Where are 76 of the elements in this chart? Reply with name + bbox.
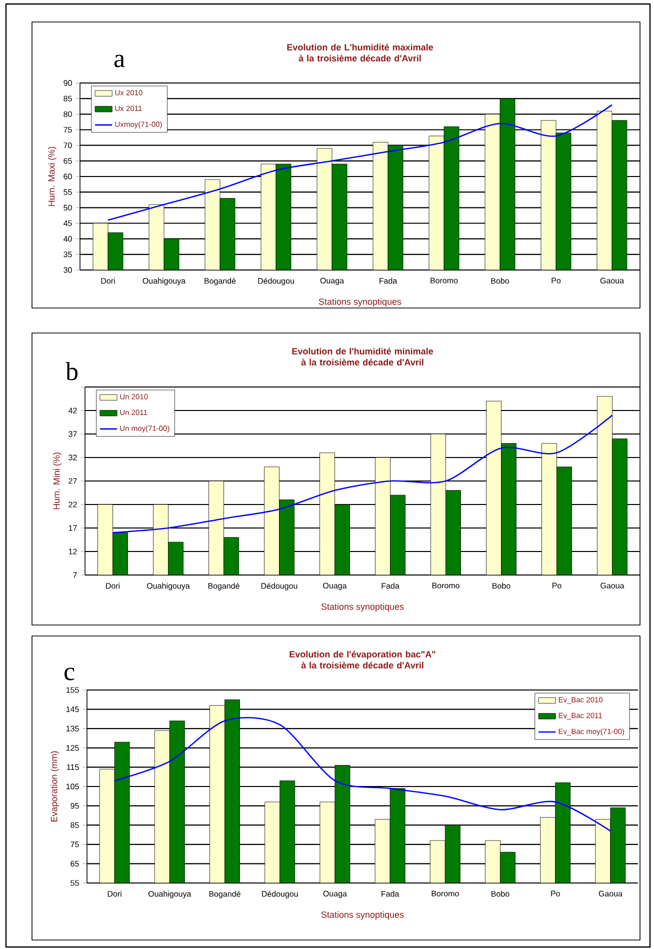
x-tick-label: Dédougou: [262, 890, 298, 898]
x-tick-label: Dédougou: [261, 582, 298, 590]
y-tick-label: 27: [68, 478, 77, 484]
line-series: [107, 104, 613, 221]
y-tick-label: 65: [70, 860, 79, 867]
y-tick-label: 75: [70, 842, 79, 848]
y-tick-label: 115: [67, 764, 79, 770]
x-axis-title: Stations synoptiques: [321, 911, 404, 920]
x-tick-label: Bobo: [492, 890, 510, 897]
y-tick-label: 22: [68, 502, 77, 508]
y-tick-label: 85: [70, 822, 79, 828]
x-tick-label: Gaoua: [600, 278, 624, 284]
x-tick-label: Fada: [382, 582, 400, 589]
y-tick-label: 17: [68, 525, 77, 531]
x-tick-label: Dori: [106, 582, 120, 589]
y-axis-title: Hum. Mini (%): [53, 452, 62, 510]
y-tick-label: 35: [64, 252, 72, 258]
x-tick-label: Ouaga: [320, 278, 344, 286]
y-tick-label: 7: [73, 572, 77, 578]
x-axis-title: Stations synoptiques: [318, 298, 402, 307]
x-tick-label: Dori: [101, 278, 115, 284]
x-tick-label: Po: [551, 890, 560, 896]
x-tick-label: Bobo: [491, 278, 509, 284]
y-tick-label: 60: [64, 174, 72, 180]
x-tick-label: Boromo: [432, 582, 460, 588]
y-tick-label: 42: [68, 408, 77, 414]
y-tick-label: 32: [68, 454, 77, 460]
y-tick-label: 37: [68, 431, 77, 437]
x-tick-label: Bogandé: [204, 278, 236, 286]
y-tick-label: 90: [64, 80, 72, 86]
text: a: [114, 54, 125, 68]
x-tick-label: Bogandé: [209, 890, 240, 898]
text: b: [66, 362, 78, 380]
y-tick-label: 80: [64, 111, 72, 117]
x-tick-label: Ouahigouya: [148, 890, 192, 898]
y-tick-label: 45: [63, 220, 72, 226]
x-tick-label: Dori: [108, 890, 122, 897]
y-tick-label: 50: [64, 204, 72, 210]
x-tick-label: Boromo: [432, 890, 459, 896]
chart-title: Evolution de l'humidité minimale à la troisième décade d'Avril: [292, 348, 434, 366]
x-tick-label: Po: [552, 582, 562, 588]
y-tick-label: 40: [63, 236, 72, 242]
x-tick-label: Po: [552, 278, 561, 284]
y-tick-label: 85: [64, 96, 72, 102]
y-tick-label: 125: [66, 745, 79, 751]
x-tick-label: Ouahigouya: [147, 582, 190, 590]
y-axis-title: Hum. Maxi (%): [48, 146, 56, 206]
y-tick-label: 135: [66, 726, 79, 732]
x-tick-label: Gaoua: [598, 890, 622, 896]
y-tick-label: 65: [64, 158, 72, 164]
y-tick-label: 155: [66, 687, 79, 693]
x-axis-title: Stations synoptiques: [321, 603, 404, 612]
x-tick-label: Fada: [380, 278, 398, 284]
x-tick-label: Ouahigouya: [142, 278, 186, 286]
chart-title: Evolution de L'humidité maximale à la troisième décade d'Avril: [287, 44, 434, 62]
y-tick-label: 145: [66, 706, 79, 712]
chart-title: Evolution de l'évaporation bac"A" à la troisième décade d'Avril: [290, 650, 436, 668]
x-tick-label: Fada: [382, 890, 400, 897]
y-tick-label: 12: [68, 548, 77, 554]
x-tick-label: Ouaga: [323, 890, 347, 898]
y-tick-label: 95: [70, 802, 79, 809]
x-tick-label: Boromo: [430, 278, 458, 284]
text: c: [64, 668, 74, 680]
y-tick-label: 105: [66, 784, 79, 790]
y-tick-label: 55: [70, 880, 79, 886]
x-tick-label: Gaoua: [600, 582, 624, 588]
y-axis-title: Evaporation (mm): [50, 751, 59, 822]
y-tick-label: 55: [64, 189, 72, 195]
x-tick-label: Bogandé: [208, 582, 240, 590]
y-tick-label: 70: [64, 142, 72, 148]
y-tick-label: 30: [64, 267, 72, 273]
x-tick-label: Bobo: [492, 582, 510, 589]
line-series: [112, 414, 613, 534]
x-tick-label: Dédougou: [258, 278, 294, 286]
y-tick-label: 75: [64, 126, 72, 133]
x-tick-label: Ouaga: [323, 582, 347, 590]
